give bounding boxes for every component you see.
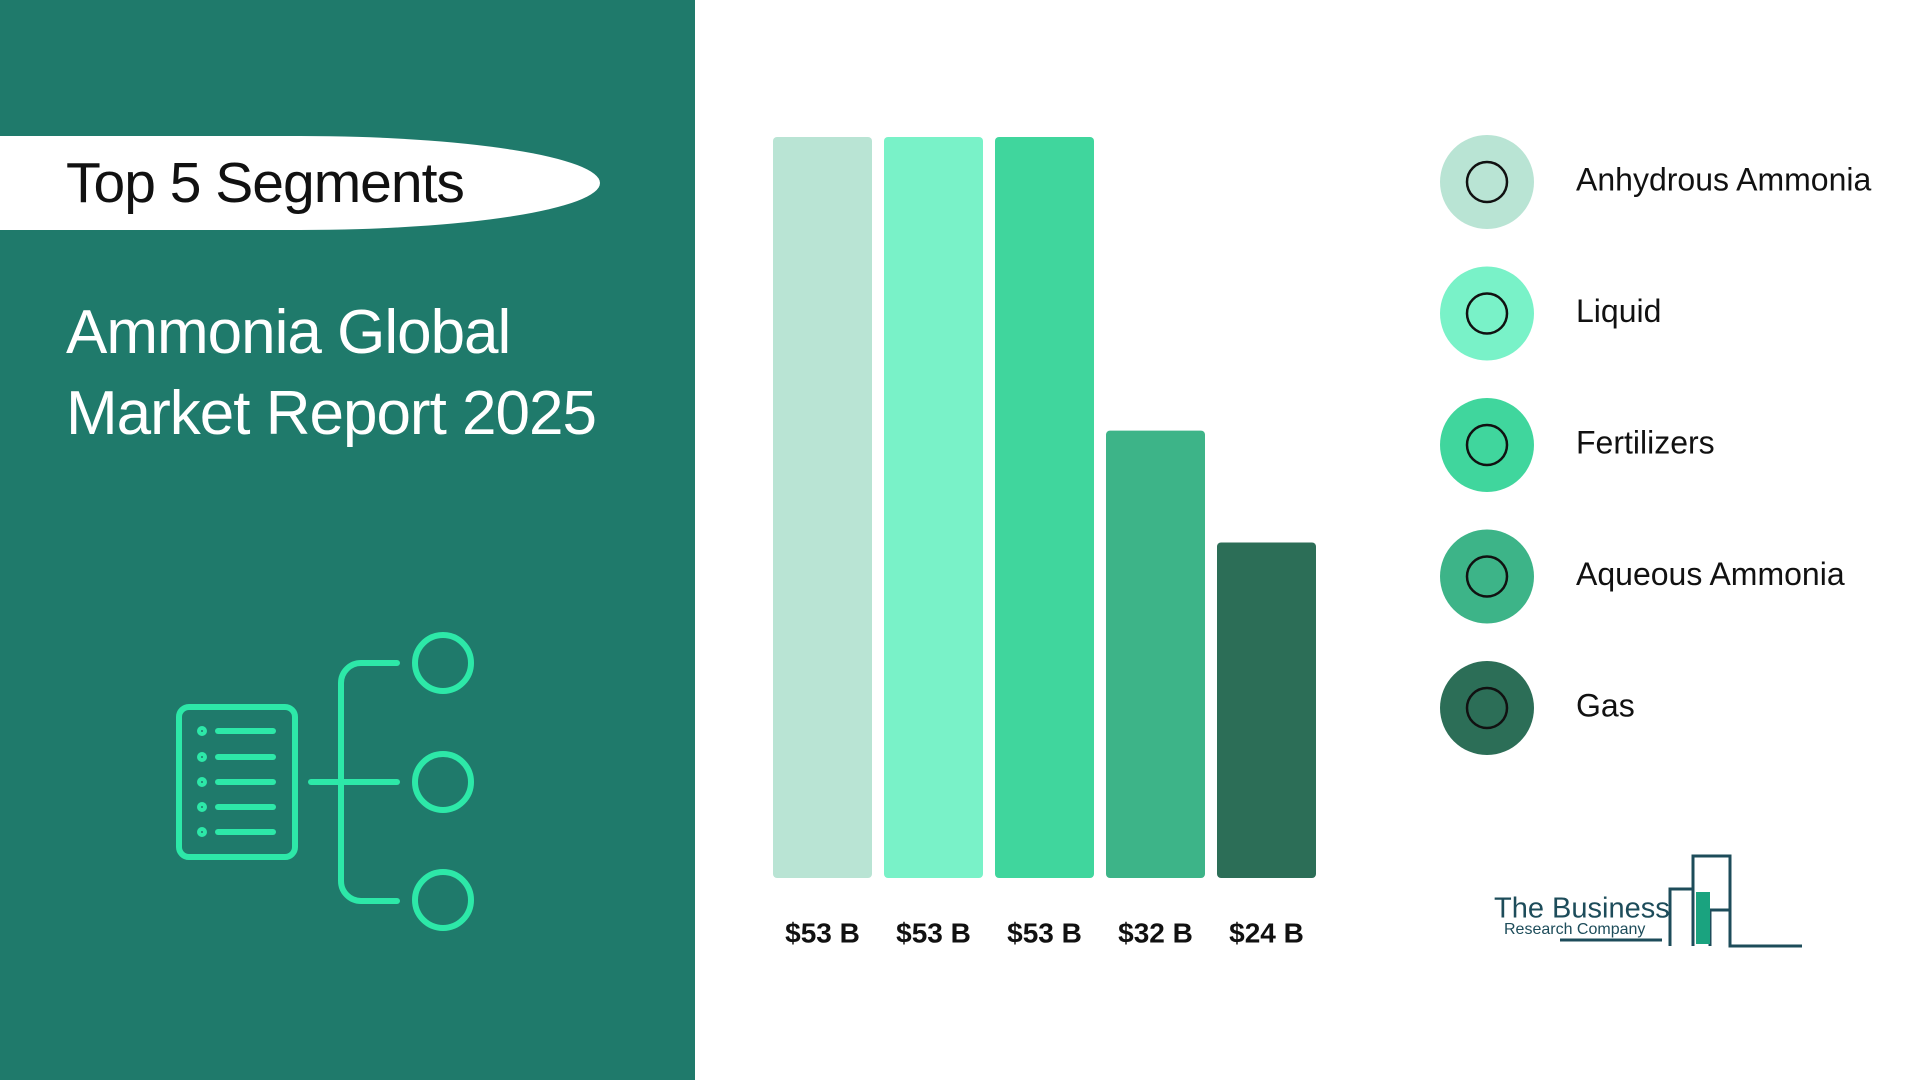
bar: [884, 137, 983, 878]
legend-label: Liquid: [1576, 293, 1661, 329]
value-label: $53 B: [785, 917, 860, 948]
legend-label: Gas: [1576, 687, 1635, 723]
logo-line2: Research Company: [1504, 921, 1645, 938]
segments-icon: [176, 632, 474, 931]
legend-icon-glyph: [1465, 555, 1509, 598]
bar: [995, 137, 1094, 878]
badge-pill: [0, 136, 600, 230]
legend-label: Fertilizers: [1576, 424, 1715, 460]
value-label: $32 B: [1118, 917, 1193, 948]
legend-label: Anhydrous Ammonia: [1576, 161, 1871, 197]
bar: [1106, 430, 1205, 878]
badge-text: Top 5 Segments: [66, 151, 465, 215]
logo: [1560, 854, 1802, 948]
legend-icon: [1440, 266, 1534, 361]
legend-icon-glyph: [1465, 292, 1509, 335]
legend-icon: [1440, 135, 1534, 229]
legend-label: Aqueous Ammonia: [1576, 556, 1845, 592]
legend-icon: [1440, 661, 1534, 755]
bar: [773, 137, 872, 878]
bar: [1217, 542, 1316, 878]
value-label: $53 B: [1007, 917, 1082, 948]
report-title: Ammonia Global Market Report 2025: [66, 298, 597, 448]
legend-icon-glyph: [1465, 160, 1509, 204]
legend-icon: [1440, 398, 1534, 492]
legend-icon-glyph: [1465, 686, 1509, 730]
logo-line1: The Business: [1494, 893, 1670, 925]
legend-icon-glyph: [1465, 423, 1509, 467]
value-label: $53 B: [896, 917, 971, 948]
legend-icon: [1440, 529, 1534, 624]
value-label: $24 B: [1229, 917, 1304, 948]
